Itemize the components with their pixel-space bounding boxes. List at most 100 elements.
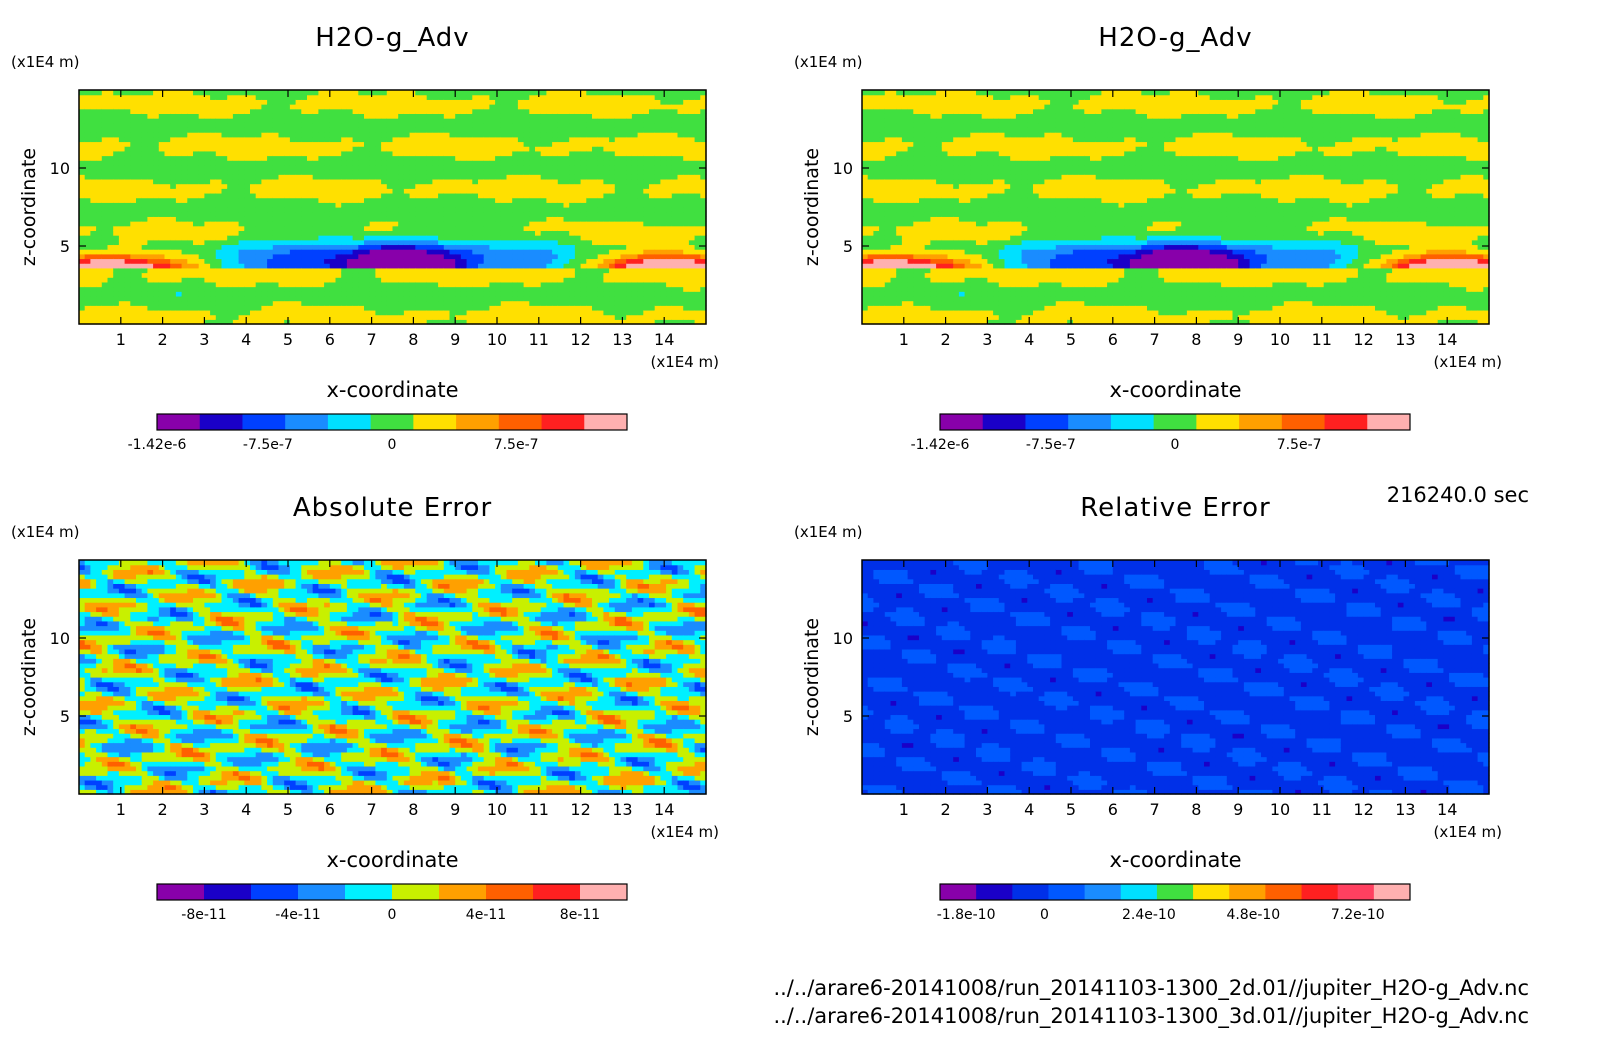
heatmap-cell bbox=[289, 295, 297, 302]
heatmap-cell bbox=[557, 90, 565, 96]
heatmap-cell bbox=[96, 305, 103, 311]
heatmap-cell bbox=[278, 113, 285, 119]
heatmap-cell bbox=[158, 314, 166, 320]
heatmap-cell bbox=[289, 146, 297, 152]
heatmap-cell bbox=[609, 160, 616, 166]
heatmap-cell bbox=[409, 249, 416, 255]
heatmap-cell bbox=[369, 305, 376, 311]
heatmap-cell bbox=[141, 188, 148, 194]
heatmap-cell bbox=[136, 263, 143, 269]
heatmap-cell bbox=[193, 272, 200, 278]
heatmap-cell bbox=[79, 211, 86, 217]
heatmap-cell bbox=[170, 118, 177, 124]
heatmap-cell bbox=[614, 235, 622, 241]
heatmap-cell bbox=[546, 244, 553, 250]
heatmap-cell bbox=[620, 249, 627, 255]
heatmap-cell bbox=[267, 94, 274, 100]
heatmap-cell bbox=[466, 300, 473, 306]
heatmap-cell bbox=[295, 141, 302, 147]
heatmap-cell bbox=[244, 150, 251, 157]
heatmap-cell bbox=[124, 150, 131, 157]
heatmap-cell bbox=[232, 132, 240, 138]
heatmap-cell bbox=[438, 314, 445, 320]
heatmap-cell bbox=[238, 277, 245, 283]
heatmap-cell bbox=[346, 160, 354, 166]
heatmap-cell bbox=[592, 160, 599, 166]
heatmap-cell bbox=[369, 104, 376, 110]
heatmap-cell bbox=[375, 286, 382, 292]
heatmap-cell bbox=[614, 295, 622, 302]
heatmap-cell bbox=[267, 202, 274, 208]
heatmap-cell bbox=[358, 230, 365, 236]
heatmap-cell bbox=[278, 141, 285, 147]
heatmap-cell bbox=[170, 108, 177, 114]
heatmap-cell bbox=[295, 300, 302, 306]
heatmap-cell bbox=[341, 216, 348, 222]
heatmap-cell bbox=[432, 253, 439, 260]
heatmap-cell bbox=[158, 192, 166, 199]
heatmap-cell bbox=[198, 207, 205, 213]
heatmap-cell bbox=[255, 188, 262, 194]
heatmap-cell bbox=[101, 235, 109, 241]
heatmap-cell bbox=[369, 300, 376, 306]
heatmap-cell bbox=[620, 155, 627, 161]
heatmap-cell bbox=[324, 216, 331, 222]
heatmap-cell bbox=[221, 169, 228, 175]
heatmap-cell bbox=[198, 202, 205, 208]
heatmap-cell bbox=[403, 216, 411, 222]
heatmap-cell bbox=[614, 216, 622, 222]
heatmap-cell bbox=[403, 291, 411, 297]
heatmap-cell bbox=[592, 267, 599, 274]
heatmap-cell bbox=[506, 155, 513, 161]
heatmap-cell bbox=[523, 258, 530, 264]
heatmap-cell bbox=[449, 164, 456, 171]
heatmap-cell bbox=[341, 178, 348, 185]
heatmap-cell bbox=[392, 244, 399, 250]
heatmap-cell bbox=[512, 258, 519, 264]
heatmap-cell bbox=[84, 263, 91, 269]
heatmap-cell bbox=[153, 99, 160, 105]
heatmap-cell bbox=[443, 132, 451, 138]
heatmap-cell bbox=[495, 272, 502, 278]
heatmap-cell bbox=[403, 286, 411, 292]
heatmap-cell bbox=[381, 286, 388, 292]
heatmap-cell bbox=[472, 99, 479, 105]
heatmap-cell bbox=[643, 230, 650, 236]
heatmap-cell bbox=[472, 118, 479, 124]
heatmap-cell bbox=[609, 286, 616, 292]
heatmap-cell bbox=[158, 267, 166, 274]
heatmap-cell bbox=[153, 160, 160, 166]
heatmap-cell bbox=[181, 188, 188, 194]
heatmap-cell bbox=[193, 192, 200, 199]
heatmap-cell bbox=[443, 197, 451, 203]
heatmap-cell bbox=[415, 249, 422, 255]
heatmap-cell bbox=[529, 150, 536, 157]
heatmap-cell bbox=[164, 202, 171, 208]
heatmap-cell bbox=[592, 258, 599, 264]
heatmap-cell bbox=[386, 309, 394, 316]
heatmap-cell bbox=[495, 249, 502, 255]
heatmap-cell bbox=[574, 286, 582, 292]
heatmap-cell bbox=[153, 277, 160, 283]
heatmap-cell bbox=[289, 90, 297, 96]
heatmap-cell bbox=[364, 305, 371, 311]
heatmap-cell bbox=[586, 188, 593, 194]
heatmap-cell bbox=[284, 174, 291, 180]
heatmap-cell bbox=[250, 211, 257, 217]
heatmap-cell bbox=[227, 178, 234, 185]
heatmap-cell bbox=[352, 183, 359, 189]
heatmap-cell bbox=[272, 136, 280, 143]
heatmap-cell bbox=[483, 202, 490, 208]
heatmap-cell bbox=[398, 244, 405, 250]
heatmap-cell bbox=[403, 272, 411, 278]
heatmap-cell bbox=[626, 155, 633, 161]
heatmap-cell bbox=[426, 174, 433, 180]
heatmap-cell bbox=[181, 108, 188, 114]
heatmap-cell bbox=[398, 99, 405, 105]
heatmap-cell bbox=[267, 216, 274, 222]
heatmap-cell bbox=[136, 277, 143, 283]
heatmap-cell bbox=[187, 127, 194, 133]
heatmap-cell bbox=[500, 132, 508, 138]
heatmap-cell bbox=[506, 314, 513, 320]
heatmap-cell bbox=[278, 150, 285, 157]
